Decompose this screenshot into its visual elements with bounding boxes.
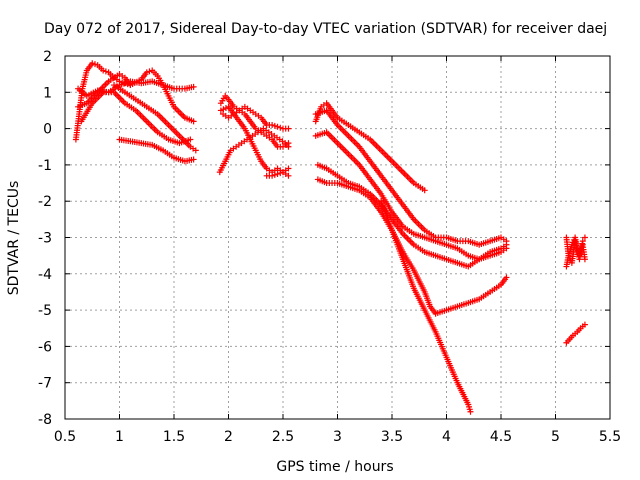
data-point [102,68,109,75]
x-tick-label: 5 [551,429,560,445]
data-point [91,61,98,68]
x-tick-label: 1 [115,429,124,445]
data-point [581,234,588,241]
data-point [503,245,510,252]
series-17 [378,198,474,415]
series-20 [563,321,588,346]
data-point [100,67,107,74]
data-point [277,170,284,177]
data-point [467,408,474,415]
y-tick-label: 1 [43,85,52,101]
series-6 [116,136,197,165]
y-axis-label: SDTVAR / TECUs [6,181,22,296]
data-point [190,118,197,125]
data-point [190,156,197,163]
data-point [274,170,281,177]
data-point [271,171,278,178]
data-point [285,165,292,172]
data-points [72,60,588,415]
data-point [143,69,150,76]
grid [65,56,610,419]
y-tick-label: -3 [38,231,52,247]
series-19 [563,234,588,270]
series-10 [216,125,292,176]
series-11 [263,165,292,179]
y-tick-label: -5 [38,303,52,319]
data-point [269,121,276,128]
series-7 [217,92,292,132]
x-axis: 0.5 1 1.5 2 2.5 3 3.5 4 4.5 5 5.5 [54,56,621,445]
data-point [581,256,588,263]
x-tick-label: 4 [442,429,451,445]
y-tick-label: -1 [38,158,52,174]
y-tick-label: -8 [38,412,52,428]
y-tick-label: -6 [38,339,52,355]
data-point [581,321,588,328]
x-tick-label: 2.5 [272,429,294,445]
series-16 [314,176,510,317]
series-5 [111,82,199,154]
x-axis-label: GPS time / hours [276,459,393,475]
x-tick-label: 5.5 [599,429,621,445]
data-point [285,172,292,179]
x-tick-label: 0.5 [54,429,76,445]
data-point [192,147,199,154]
series-4 [78,89,194,147]
y-tick-label: -2 [38,194,52,210]
series-12 [312,100,428,194]
data-point [190,83,197,90]
y-tick-label: -7 [38,376,52,392]
series-13 [312,107,510,248]
x-tick-label: 4.5 [490,429,512,445]
data-point [269,172,276,179]
x-tick-label: 3 [333,429,342,445]
data-point [503,274,510,281]
data-point [285,125,292,132]
data-point [579,238,586,245]
x-tick-label: 1.5 [163,429,185,445]
data-point [277,124,284,131]
data-point [187,136,194,143]
x-tick-label: 3.5 [381,429,403,445]
y-axis: -8 -7 -6 -5 -4 -3 -2 -1 0 1 2 [38,49,610,428]
data-point [89,60,96,67]
x-tick-label: 2 [224,429,233,445]
data-point [271,122,278,129]
data-point [146,68,153,75]
data-point [285,143,292,150]
y-tick-label: 2 [43,49,52,65]
chart-title: Day 072 of 2017, Sidereal Day-to-day VTE… [44,21,607,37]
y-tick-label: 0 [43,122,52,138]
series-3 [75,67,197,125]
data-point [421,187,428,194]
data-point [274,123,281,130]
y-tick-label: -4 [38,267,52,283]
